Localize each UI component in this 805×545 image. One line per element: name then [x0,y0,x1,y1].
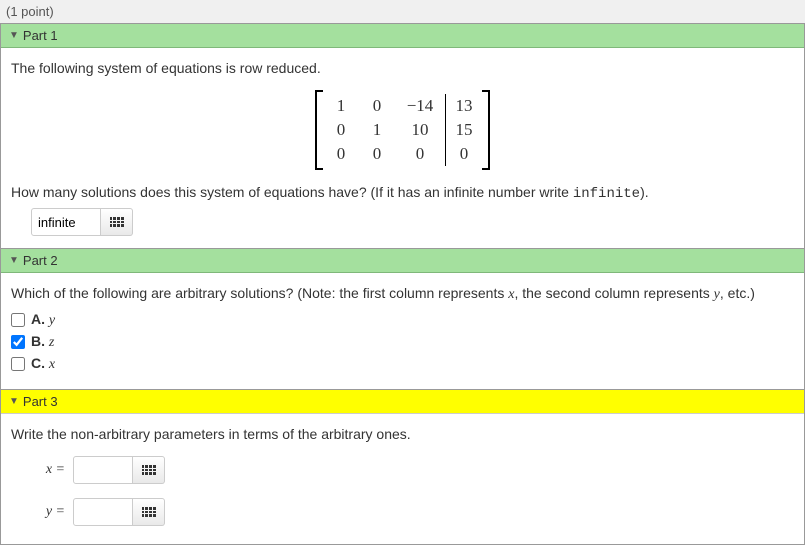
keyboard-button[interactable] [101,208,133,236]
part3-body: Write the non-arbitrary parameters in te… [1,414,804,544]
keyboard-icon [142,507,156,517]
part3-title: Part 3 [23,394,58,409]
keyboard-button[interactable] [133,456,165,484]
matrix: 100 010 −14100 13150 [11,90,794,170]
points-label: (1 point) [0,0,805,23]
part1-intro: The following system of equations is row… [11,60,794,76]
option-c[interactable]: C. x [11,355,794,373]
checkbox-b[interactable] [11,335,25,349]
part1-question: How many solutions does this system of e… [11,184,794,202]
x-input[interactable] [73,456,133,484]
y-label: y = [31,504,65,520]
caret-down-icon: ▼ [9,396,19,407]
keyboard-button[interactable] [133,498,165,526]
caret-down-icon: ▼ [9,30,19,41]
part2-container: ▼ Part 2 Which of the following are arbi… [0,249,805,390]
x-label: x = [31,462,65,478]
part3-prompt: Write the non-arbitrary parameters in te… [11,426,794,442]
caret-down-icon: ▼ [9,255,19,266]
checkbox-c[interactable] [11,357,25,371]
option-b[interactable]: B. z [11,333,794,351]
part2-question: Which of the following are arbitrary sol… [11,285,794,303]
keyboard-icon [142,465,156,475]
part1-container: ▼ Part 1 The following system of equatio… [0,23,805,249]
keyboard-icon [110,217,124,227]
part2-body: Which of the following are arbitrary sol… [1,273,804,389]
checkbox-a[interactable] [11,313,25,327]
y-input[interactable] [73,498,133,526]
part2-header[interactable]: ▼ Part 2 [1,249,804,273]
part2-title: Part 2 [23,253,58,268]
part2-options: A. y B. z C. x [11,311,794,373]
part1-title: Part 1 [23,28,58,43]
part3-container: ▼ Part 3 Write the non-arbitrary paramet… [0,390,805,545]
option-a[interactable]: A. y [11,311,794,329]
part1-header[interactable]: ▼ Part 1 [1,24,804,48]
part1-body: The following system of equations is row… [1,48,804,248]
part3-header[interactable]: ▼ Part 3 [1,390,804,414]
part1-answer-input[interactable] [31,208,101,236]
